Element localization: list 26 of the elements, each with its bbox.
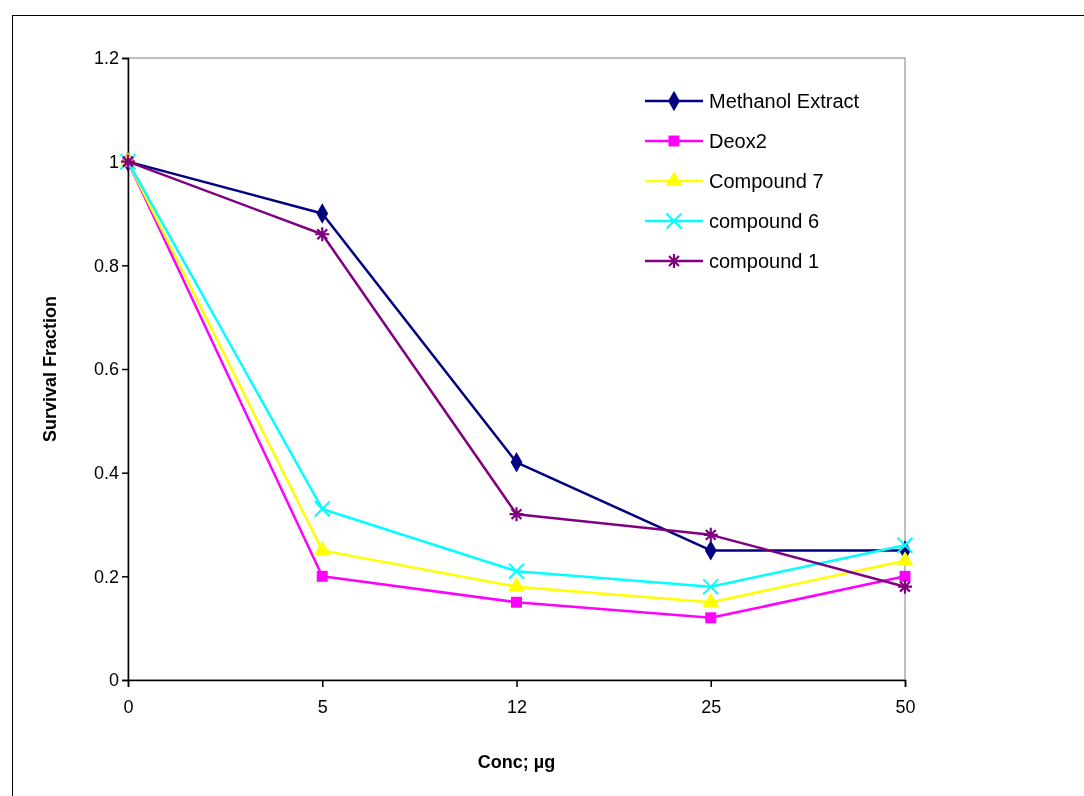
- x-axis-title: Conc; µg: [477, 752, 556, 772]
- x-tick-label: 25: [701, 697, 722, 718]
- y-tick-label: 0.4: [93, 462, 119, 483]
- legend-label: Methanol Extract: [709, 90, 860, 112]
- legend-label: Compound 7: [709, 170, 824, 192]
- point: [511, 596, 522, 608]
- x-tick-label: 5: [317, 697, 328, 718]
- y-tick-label: 0: [108, 670, 119, 691]
- legend-label: compound 6: [709, 210, 820, 232]
- y-tick-label: 0.2: [93, 566, 119, 587]
- point: [705, 612, 717, 624]
- y-tick-label: 0.6: [93, 359, 119, 380]
- y-tick-label: 1.2: [93, 48, 119, 69]
- point: [313, 500, 331, 518]
- x-tick-label: 50: [895, 697, 916, 718]
- y-tick-label: 1: [108, 151, 119, 172]
- point: [507, 562, 526, 580]
- legend-label: compound 1: [709, 250, 820, 272]
- point: [316, 570, 328, 582]
- legend-label: Deox2: [709, 130, 767, 152]
- x-tick-label: 12: [506, 697, 528, 718]
- x-tick-label: 0: [123, 697, 134, 718]
- y-axis-title: Survival Fraction: [40, 295, 60, 443]
- point: [702, 578, 720, 596]
- y-tick-label: 0.8: [93, 255, 119, 276]
- point: [896, 536, 914, 554]
